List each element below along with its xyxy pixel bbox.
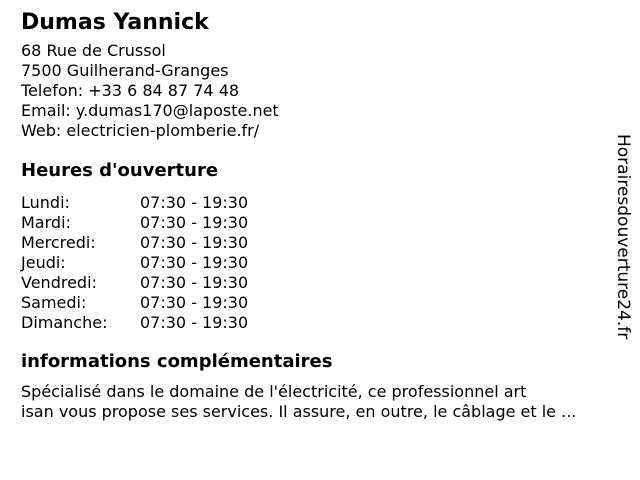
- day-label: Samedi:: [21, 293, 87, 312]
- time-value: 07:30 - 19:30: [140, 313, 249, 332]
- additional-info-heading: informations complémentaires: [21, 351, 333, 372]
- hours-row-wednesday: Mercredi: 07:30 - 19:30: [21, 233, 600, 253]
- opening-hours-heading: Heures d'ouverture: [21, 160, 219, 181]
- business-name: Dumas Yannick: [21, 10, 209, 35]
- hours-row-thursday: Jeudi: 07:30 - 19:30: [21, 253, 600, 273]
- opening-hours-table: Lundi: 07:30 - 19:30 Mardi: 07:30 - 19:30 …: [21, 193, 600, 333]
- day-label: Mardi:: [21, 213, 71, 232]
- email-line: Email: y.dumas170@laposte.net: [21, 101, 600, 121]
- time-value: 07:30 - 19:30: [140, 253, 249, 272]
- day-label: Lundi:: [21, 193, 70, 212]
- hours-row-sunday: Dimanche: 07:30 - 19:30: [21, 313, 600, 333]
- hours-row-saturday: Samedi: 07:30 - 19:30: [21, 293, 600, 313]
- web-line: Web: electricien-plomberie.fr/: [21, 121, 600, 141]
- watermark-brand: Horairesdouverture24.fr: [613, 134, 633, 340]
- day-label: Jeudi:: [21, 253, 66, 272]
- additional-info-paragraph: Spécialisé dans le domaine de l'électric…: [21, 382, 600, 422]
- info-text-line-2: isan vous propose ses services. Il assur…: [21, 402, 577, 421]
- web-label: Web:: [21, 121, 62, 140]
- time-value: 07:30 - 19:30: [140, 213, 249, 232]
- address-line-2: 7500 Guilherand-Granges: [21, 61, 229, 80]
- address-line-1: 68 Rue de Crussol: [21, 41, 166, 60]
- time-value: 07:30 - 19:30: [140, 193, 249, 212]
- info-text-line-1: Spécialisé dans le domaine de l'électric…: [21, 382, 527, 401]
- time-value: 07:30 - 19:30: [140, 233, 249, 252]
- hours-row-monday: Lundi: 07:30 - 19:30: [21, 193, 600, 213]
- phone-label: Telefon:: [21, 81, 84, 100]
- day-label: Vendredi:: [21, 273, 97, 292]
- phone-line: Telefon: +33 6 84 87 74 48: [21, 81, 600, 101]
- hours-row-tuesday: Mardi: 07:30 - 19:30: [21, 213, 600, 233]
- email-value: y.dumas170@laposte.net: [75, 101, 279, 120]
- time-value: 07:30 - 19:30: [140, 273, 249, 292]
- business-listing: Dumas Yannick 68 Rue de Crussol 7500 Gui…: [21, 10, 600, 422]
- phone-value: +33 6 84 87 74 48: [88, 81, 240, 100]
- day-label: Mercredi:: [21, 233, 96, 252]
- email-label: Email:: [21, 101, 71, 120]
- time-value: 07:30 - 19:30: [140, 293, 249, 312]
- web-value: electricien-plomberie.fr/: [66, 121, 260, 140]
- contact-block: 68 Rue de Crussol 7500 Guilherand-Grange…: [21, 41, 600, 141]
- hours-row-friday: Vendredi: 07:30 - 19:30: [21, 273, 600, 293]
- day-label: Dimanche:: [21, 313, 108, 332]
